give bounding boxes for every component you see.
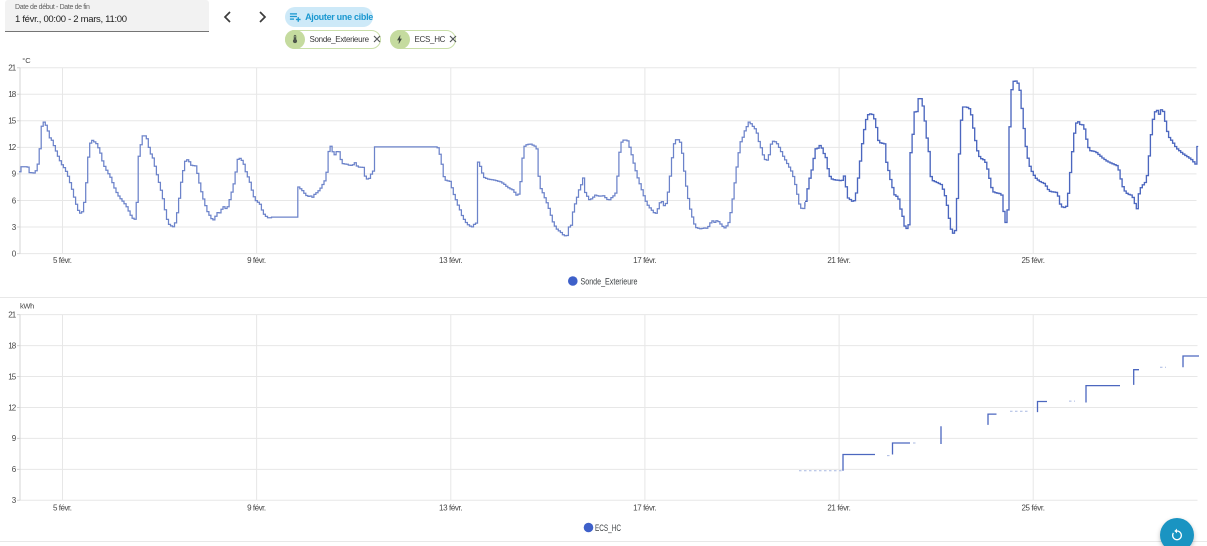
svg-text:°C: °C: [22, 56, 31, 65]
svg-text:15: 15: [8, 117, 17, 126]
svg-text:25 févr.: 25 févr.: [1021, 256, 1045, 265]
svg-text:21: 21: [8, 64, 17, 73]
svg-text:5 févr.: 5 févr.: [53, 504, 72, 513]
svg-text:21 févr.: 21 févr.: [827, 256, 851, 265]
svg-text:17 févr.: 17 févr.: [633, 256, 657, 265]
svg-text:9 févr.: 9 févr.: [247, 256, 266, 265]
svg-text:Sonde_Exterieure: Sonde_Exterieure: [581, 277, 638, 288]
svg-text:12: 12: [8, 403, 17, 412]
svg-text:5 févr.: 5 févr.: [53, 256, 72, 265]
svg-text:18: 18: [8, 90, 17, 99]
svg-text:25 févr.: 25 févr.: [1021, 504, 1045, 513]
svg-text:9: 9: [12, 434, 17, 443]
svg-text:6: 6: [12, 196, 17, 205]
svg-text:ECS_HC: ECS_HC: [595, 523, 621, 534]
svg-text:12: 12: [8, 143, 17, 152]
svg-text:kWh: kWh: [20, 302, 34, 311]
svg-text:21: 21: [8, 310, 17, 319]
svg-text:9 févr.: 9 févr.: [247, 504, 266, 513]
svg-text:3: 3: [12, 223, 17, 232]
svg-text:9: 9: [12, 170, 17, 179]
svg-text:0: 0: [12, 249, 17, 258]
svg-text:17 févr.: 17 févr.: [633, 504, 657, 513]
svg-text:3: 3: [12, 496, 17, 505]
svg-text:13 févr.: 13 févr.: [439, 256, 463, 265]
svg-text:21 févr.: 21 févr.: [827, 504, 851, 513]
svg-text:13 févr.: 13 févr.: [439, 504, 463, 513]
svg-text:6: 6: [12, 465, 17, 474]
svg-text:18: 18: [8, 341, 17, 350]
svg-text:15: 15: [8, 372, 17, 381]
